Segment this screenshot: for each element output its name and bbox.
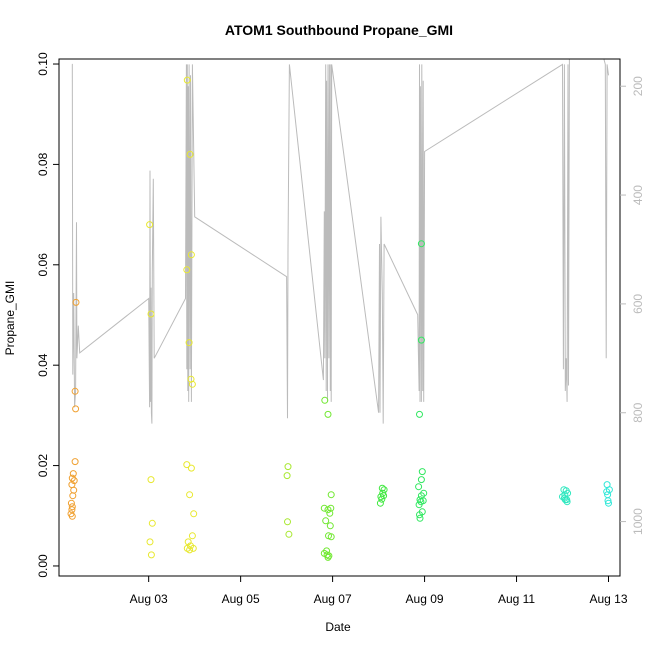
series-aug-13 (603, 481, 613, 507)
data-point (416, 511, 423, 519)
series-aug-08 (376, 484, 388, 507)
data-point (183, 76, 191, 84)
x-axis: Aug 03 Aug 05 Aug 07 Aug 09 Aug 11 Aug 13 (130, 576, 628, 606)
data-point (604, 497, 612, 505)
series-aug-09 (415, 240, 428, 522)
data-point (378, 495, 386, 503)
data-point (190, 510, 198, 518)
data-point (563, 498, 571, 506)
data-point (186, 150, 194, 158)
series-aug-03 (146, 76, 198, 559)
data-point (326, 509, 334, 517)
data-points-layer (67, 76, 613, 561)
y-tick-label: 0.08 (36, 152, 50, 176)
y-tick-label: 0.10 (36, 52, 50, 76)
data-point (416, 514, 424, 522)
data-point (187, 464, 195, 472)
data-point (147, 310, 155, 318)
data-point (188, 532, 196, 540)
right-tick-label: 1000 (631, 508, 645, 535)
data-point (324, 410, 332, 418)
data-point (148, 519, 156, 527)
y-tick-label: 0.00 (36, 554, 50, 578)
right-tick-label: 600 (631, 294, 645, 314)
series-aug-07 (320, 396, 335, 561)
right-tick-label: 200 (631, 76, 645, 96)
data-point (183, 266, 191, 274)
data-point (71, 387, 79, 395)
data-point (146, 221, 154, 229)
y-tick-label: 0.06 (36, 253, 50, 277)
series-aug-01 (67, 298, 80, 520)
data-point (147, 476, 155, 484)
y-axis: 0.00 0.02 0.04 0.06 0.08 0.10 (36, 52, 59, 578)
data-point (189, 544, 197, 552)
y-tick-label: 0.02 (36, 454, 50, 478)
data-point (322, 517, 330, 525)
data-point (69, 470, 77, 478)
right-axis: 200 400 600 800 1000 (620, 76, 645, 535)
data-point (147, 551, 155, 559)
y-tick-label: 0.04 (36, 353, 50, 377)
data-point (187, 375, 195, 383)
data-point (185, 339, 193, 347)
right-tick-label: 800 (631, 402, 645, 422)
data-point (285, 530, 293, 538)
data-point (68, 506, 76, 514)
data-point (72, 405, 80, 413)
data-point (146, 538, 154, 546)
data-point (603, 488, 611, 496)
chart-title: ATOM1 Southbound Propane_GMI (225, 22, 453, 38)
data-point (183, 461, 191, 469)
data-point (415, 483, 423, 491)
plot-frame (58, 58, 621, 577)
data-point (327, 533, 335, 541)
x-tick-label: Aug 13 (589, 592, 627, 606)
data-point (67, 499, 75, 507)
data-point (69, 492, 77, 500)
data-point (68, 512, 76, 520)
data-point (327, 491, 335, 499)
pressure-trace-layer (71, 59, 609, 424)
series-aug-06 (283, 463, 293, 538)
data-point (416, 410, 423, 418)
x-tick-label: Aug 09 (406, 592, 444, 606)
data-point (188, 380, 196, 388)
data-point (417, 476, 425, 484)
data-point (186, 546, 194, 554)
x-tick-label: Aug 11 (498, 592, 535, 606)
data-point (68, 503, 76, 511)
data-point (326, 522, 334, 530)
data-point (324, 553, 332, 561)
series-aug-12 (559, 486, 572, 506)
data-point (284, 463, 292, 471)
data-point (415, 501, 423, 509)
data-point (417, 336, 425, 344)
data-point (187, 251, 195, 259)
x-tick-label: Aug 07 (314, 592, 352, 606)
y-axis-label: Propane_GMI (3, 281, 17, 356)
data-point (321, 396, 329, 404)
x-axis-label: Date (325, 620, 351, 634)
data-point (378, 484, 386, 492)
data-point (72, 298, 80, 306)
data-point (605, 499, 612, 507)
data-point (417, 240, 425, 248)
data-point (376, 499, 384, 507)
data-point (186, 491, 194, 499)
x-tick-label: Aug 05 (222, 592, 260, 606)
data-point (184, 538, 192, 546)
x-tick-label: Aug 03 (130, 592, 168, 606)
data-point (418, 468, 426, 476)
data-point (71, 458, 79, 466)
data-point (284, 518, 291, 526)
right-tick-label: 400 (631, 185, 645, 205)
data-point (324, 506, 332, 514)
data-point (283, 472, 291, 480)
data-point (325, 552, 333, 560)
data-point (70, 477, 78, 485)
pressure-trace-line (71, 59, 609, 424)
